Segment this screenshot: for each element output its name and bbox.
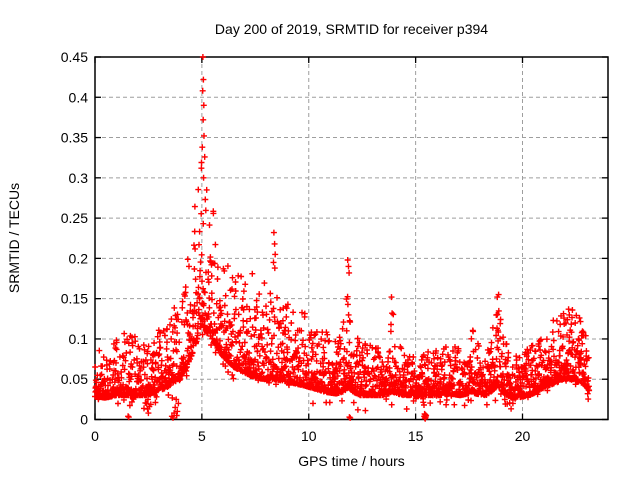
plot-border [94, 56, 609, 421]
x-tick-labels: 0 5 10 15 20 [91, 428, 530, 444]
svg-text:0.1: 0.1 [69, 331, 89, 347]
svg-text:0.3: 0.3 [69, 170, 89, 186]
svg-text:5: 5 [198, 428, 206, 444]
svg-text:0: 0 [80, 412, 88, 428]
chart-title: Day 200 of 2019, SRMTID for receiver p39… [214, 21, 489, 37]
axis-ticks [94, 56, 608, 421]
scatter-points [92, 54, 593, 422]
y-tick-labels: 0 0.05 0.1 0.15 0.2 0.25 0.3 0.35 0.4 0.45 [61, 49, 88, 428]
svg-text:0.25: 0.25 [61, 210, 88, 226]
svg-text:0.05: 0.05 [61, 371, 88, 387]
svg-text:0.4: 0.4 [69, 89, 89, 105]
svg-text:0.15: 0.15 [61, 291, 88, 307]
svg-text:0.2: 0.2 [69, 250, 89, 266]
svg-text:0.35: 0.35 [61, 130, 88, 146]
svg-text:0: 0 [91, 428, 99, 444]
x-axis-label: GPS time / hours [298, 453, 405, 469]
svg-text:15: 15 [408, 428, 424, 444]
svg-text:10: 10 [301, 428, 317, 444]
grid-lines [95, 57, 608, 420]
svg-text:20: 20 [515, 428, 531, 444]
svg-text:0.45: 0.45 [61, 49, 88, 65]
